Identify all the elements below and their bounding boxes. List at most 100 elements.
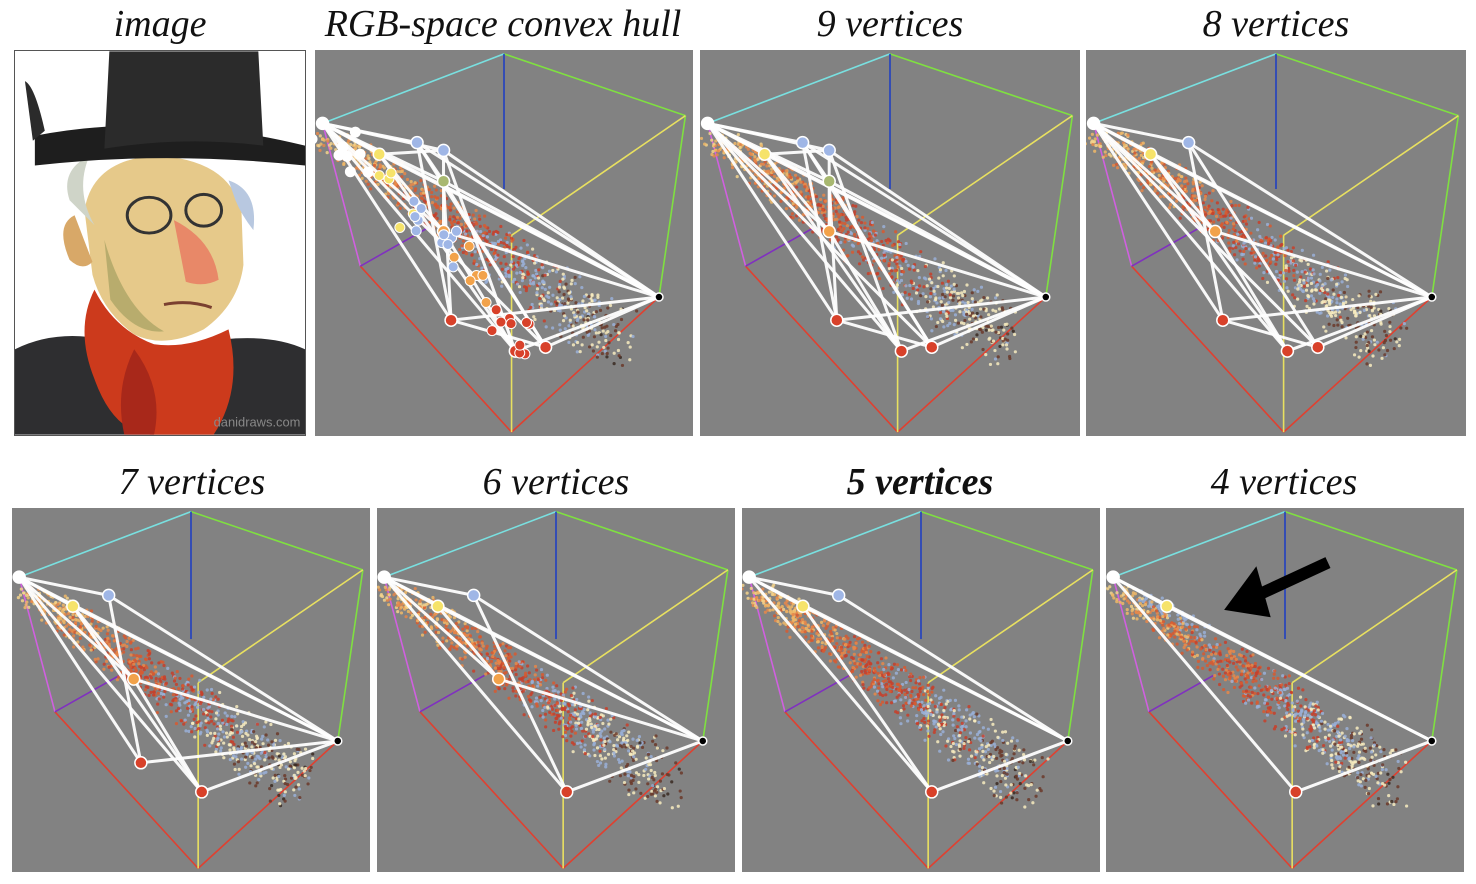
pixel-point [1229, 216, 1233, 220]
pixel-point [598, 732, 602, 736]
pixel-point [586, 708, 590, 712]
pixel-point [1237, 203, 1241, 207]
pixel-point [474, 208, 478, 213]
pixel-point [877, 686, 881, 690]
pixel-point [1304, 299, 1308, 303]
pixel-point [1090, 132, 1094, 136]
pixel-point [569, 295, 573, 299]
pixel-point [582, 294, 587, 299]
pixel-point [651, 739, 655, 743]
pixel-point [1371, 354, 1375, 358]
pixel-point [984, 745, 988, 749]
pixel-point [1310, 289, 1314, 293]
hull-edge [17, 575, 136, 681]
pixel-point [133, 658, 137, 662]
pixel-point [1365, 330, 1369, 334]
pixel-point [555, 301, 559, 305]
pixel-point [1107, 152, 1111, 156]
pixel-point [872, 259, 876, 263]
pixel-point [708, 131, 712, 136]
pixel-point [501, 642, 505, 646]
pixel-point [174, 722, 179, 726]
pixel-point [581, 299, 585, 303]
hull-edge [442, 179, 453, 322]
pixel-point [616, 348, 621, 353]
title-7-vertices: 7 vertices [118, 461, 266, 503]
pixel-point [574, 727, 579, 731]
pixel-point [346, 139, 351, 143]
pixel-point [895, 283, 899, 287]
pixel-point [562, 314, 567, 318]
pixel-point [128, 660, 132, 664]
pixel-point [541, 676, 545, 680]
pixel-point [1005, 347, 1009, 351]
pixel-point [557, 285, 562, 289]
hull-vertex-white [12, 570, 26, 584]
pixel-point [530, 691, 534, 695]
pixel-point [1086, 142, 1088, 146]
pixel-point [942, 325, 946, 329]
pixel-point [583, 743, 587, 747]
pixel-point [292, 773, 296, 777]
pixel-point [318, 134, 322, 138]
pixel-point [1184, 176, 1188, 180]
pixel-point [1332, 323, 1336, 328]
pixel-point [216, 738, 220, 742]
pixel-point [586, 312, 590, 316]
pixel-point [544, 325, 548, 329]
pixel-point [658, 779, 663, 783]
pixel-point [821, 204, 825, 208]
pixel-point [322, 143, 326, 148]
pixel-point [1340, 280, 1344, 284]
pixel-point [174, 698, 178, 702]
pixel-point [237, 767, 241, 771]
pixel-point [543, 273, 547, 277]
pixel-point [596, 734, 600, 738]
pixel-point [447, 206, 451, 210]
pixel-point [941, 261, 945, 265]
pixel-point [651, 783, 655, 788]
pixel-point [184, 729, 188, 733]
hull-vertex-black [1041, 292, 1051, 302]
pixel-point [508, 659, 512, 663]
cube-edge-white-cyan [1093, 53, 1277, 125]
pixel-point [991, 328, 995, 332]
pixel-point [1321, 288, 1325, 293]
pixel-point [504, 267, 508, 272]
pixel-point [400, 602, 404, 606]
hull-edge [801, 141, 839, 322]
pixel-point [409, 186, 413, 190]
pixel-point [283, 777, 288, 781]
hull-vertex-blue [1181, 135, 1196, 150]
pixel-point [987, 337, 991, 341]
pixel-point [413, 181, 417, 185]
hull-vertex-extra [394, 221, 406, 233]
pixel-point [761, 587, 765, 591]
pixel-point [882, 224, 886, 229]
pixel-point [543, 705, 547, 709]
pixel-point [530, 705, 534, 709]
pixel-point [579, 712, 583, 716]
pixel-point [480, 641, 484, 645]
pixel-point [273, 738, 278, 742]
pixel-point [93, 657, 97, 661]
pixel-point [612, 351, 616, 355]
pixel-point [1284, 269, 1288, 273]
pixel-point [951, 298, 955, 302]
pixel-point [526, 272, 531, 276]
pixel-point [866, 226, 870, 231]
pixel-point [240, 734, 245, 738]
pixel-point [1193, 194, 1197, 198]
pixel-point [105, 625, 109, 629]
pixel-point [237, 772, 241, 776]
pixel-point [948, 321, 952, 325]
pixel-point [947, 286, 951, 291]
pixel-point [941, 274, 945, 278]
pixel-point [168, 702, 173, 706]
pixel-point [896, 265, 900, 269]
pixel-point [765, 164, 769, 168]
pixel-point [753, 159, 758, 163]
title-8-vertices: 8 vertices [1202, 3, 1350, 45]
pixel-point [603, 349, 607, 353]
pixel-point [510, 260, 514, 264]
